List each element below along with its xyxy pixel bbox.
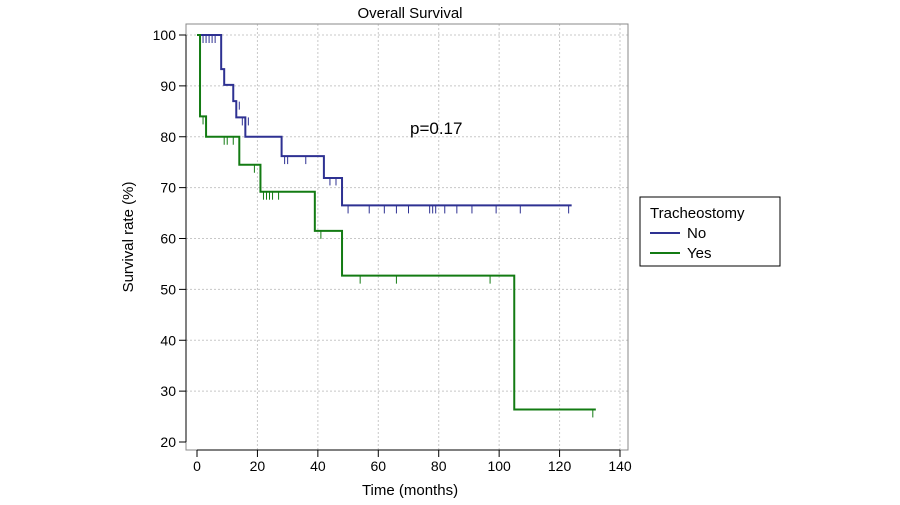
y-tick-label: 90 bbox=[160, 78, 176, 94]
y-tick-label: 60 bbox=[160, 231, 176, 247]
series-yes bbox=[197, 34, 596, 418]
p-value-annotation: p=0.17 bbox=[410, 119, 462, 138]
legend: Tracheostomy No Yes bbox=[639, 196, 781, 267]
x-tick-label: 40 bbox=[310, 458, 326, 474]
plot-frame bbox=[185, 23, 629, 451]
legend-label-yes: Yes bbox=[687, 245, 711, 262]
series-no bbox=[197, 34, 572, 214]
y-tick-label: 70 bbox=[160, 180, 176, 196]
legend-title: Tracheostomy bbox=[650, 205, 745, 222]
y-axis: 20 30 40 50 60 70 80 90 100 bbox=[153, 27, 187, 450]
survival-curve-no bbox=[197, 34, 572, 207]
x-tick-label: 80 bbox=[431, 458, 447, 474]
x-tick-label: 60 bbox=[370, 458, 386, 474]
y-tick-label: 80 bbox=[160, 129, 176, 145]
chart-title: Overall Survival bbox=[357, 5, 462, 22]
y-axis-title: Survival rate (%) bbox=[120, 182, 137, 293]
x-tick-label: 20 bbox=[250, 458, 266, 474]
x-tick-label: 0 bbox=[193, 458, 201, 474]
y-tick-label: 50 bbox=[160, 281, 176, 297]
legend-box bbox=[639, 196, 781, 267]
x-tick-label: 140 bbox=[608, 458, 632, 474]
y-tick-label: 20 bbox=[160, 434, 176, 450]
y-tick-label: 30 bbox=[160, 383, 176, 399]
legend-label-no: No bbox=[687, 225, 706, 242]
grid bbox=[186, 24, 628, 450]
y-tick-label: 100 bbox=[153, 27, 177, 43]
x-tick-label: 120 bbox=[548, 458, 572, 474]
survival-curve-yes bbox=[197, 34, 596, 411]
x-tick-label: 100 bbox=[487, 458, 511, 474]
x-axis: 0 20 40 60 80 100 120 140 bbox=[193, 449, 632, 474]
x-axis-title: Time (months) bbox=[362, 482, 458, 499]
y-tick-label: 40 bbox=[160, 332, 176, 348]
series-layer bbox=[197, 34, 596, 418]
